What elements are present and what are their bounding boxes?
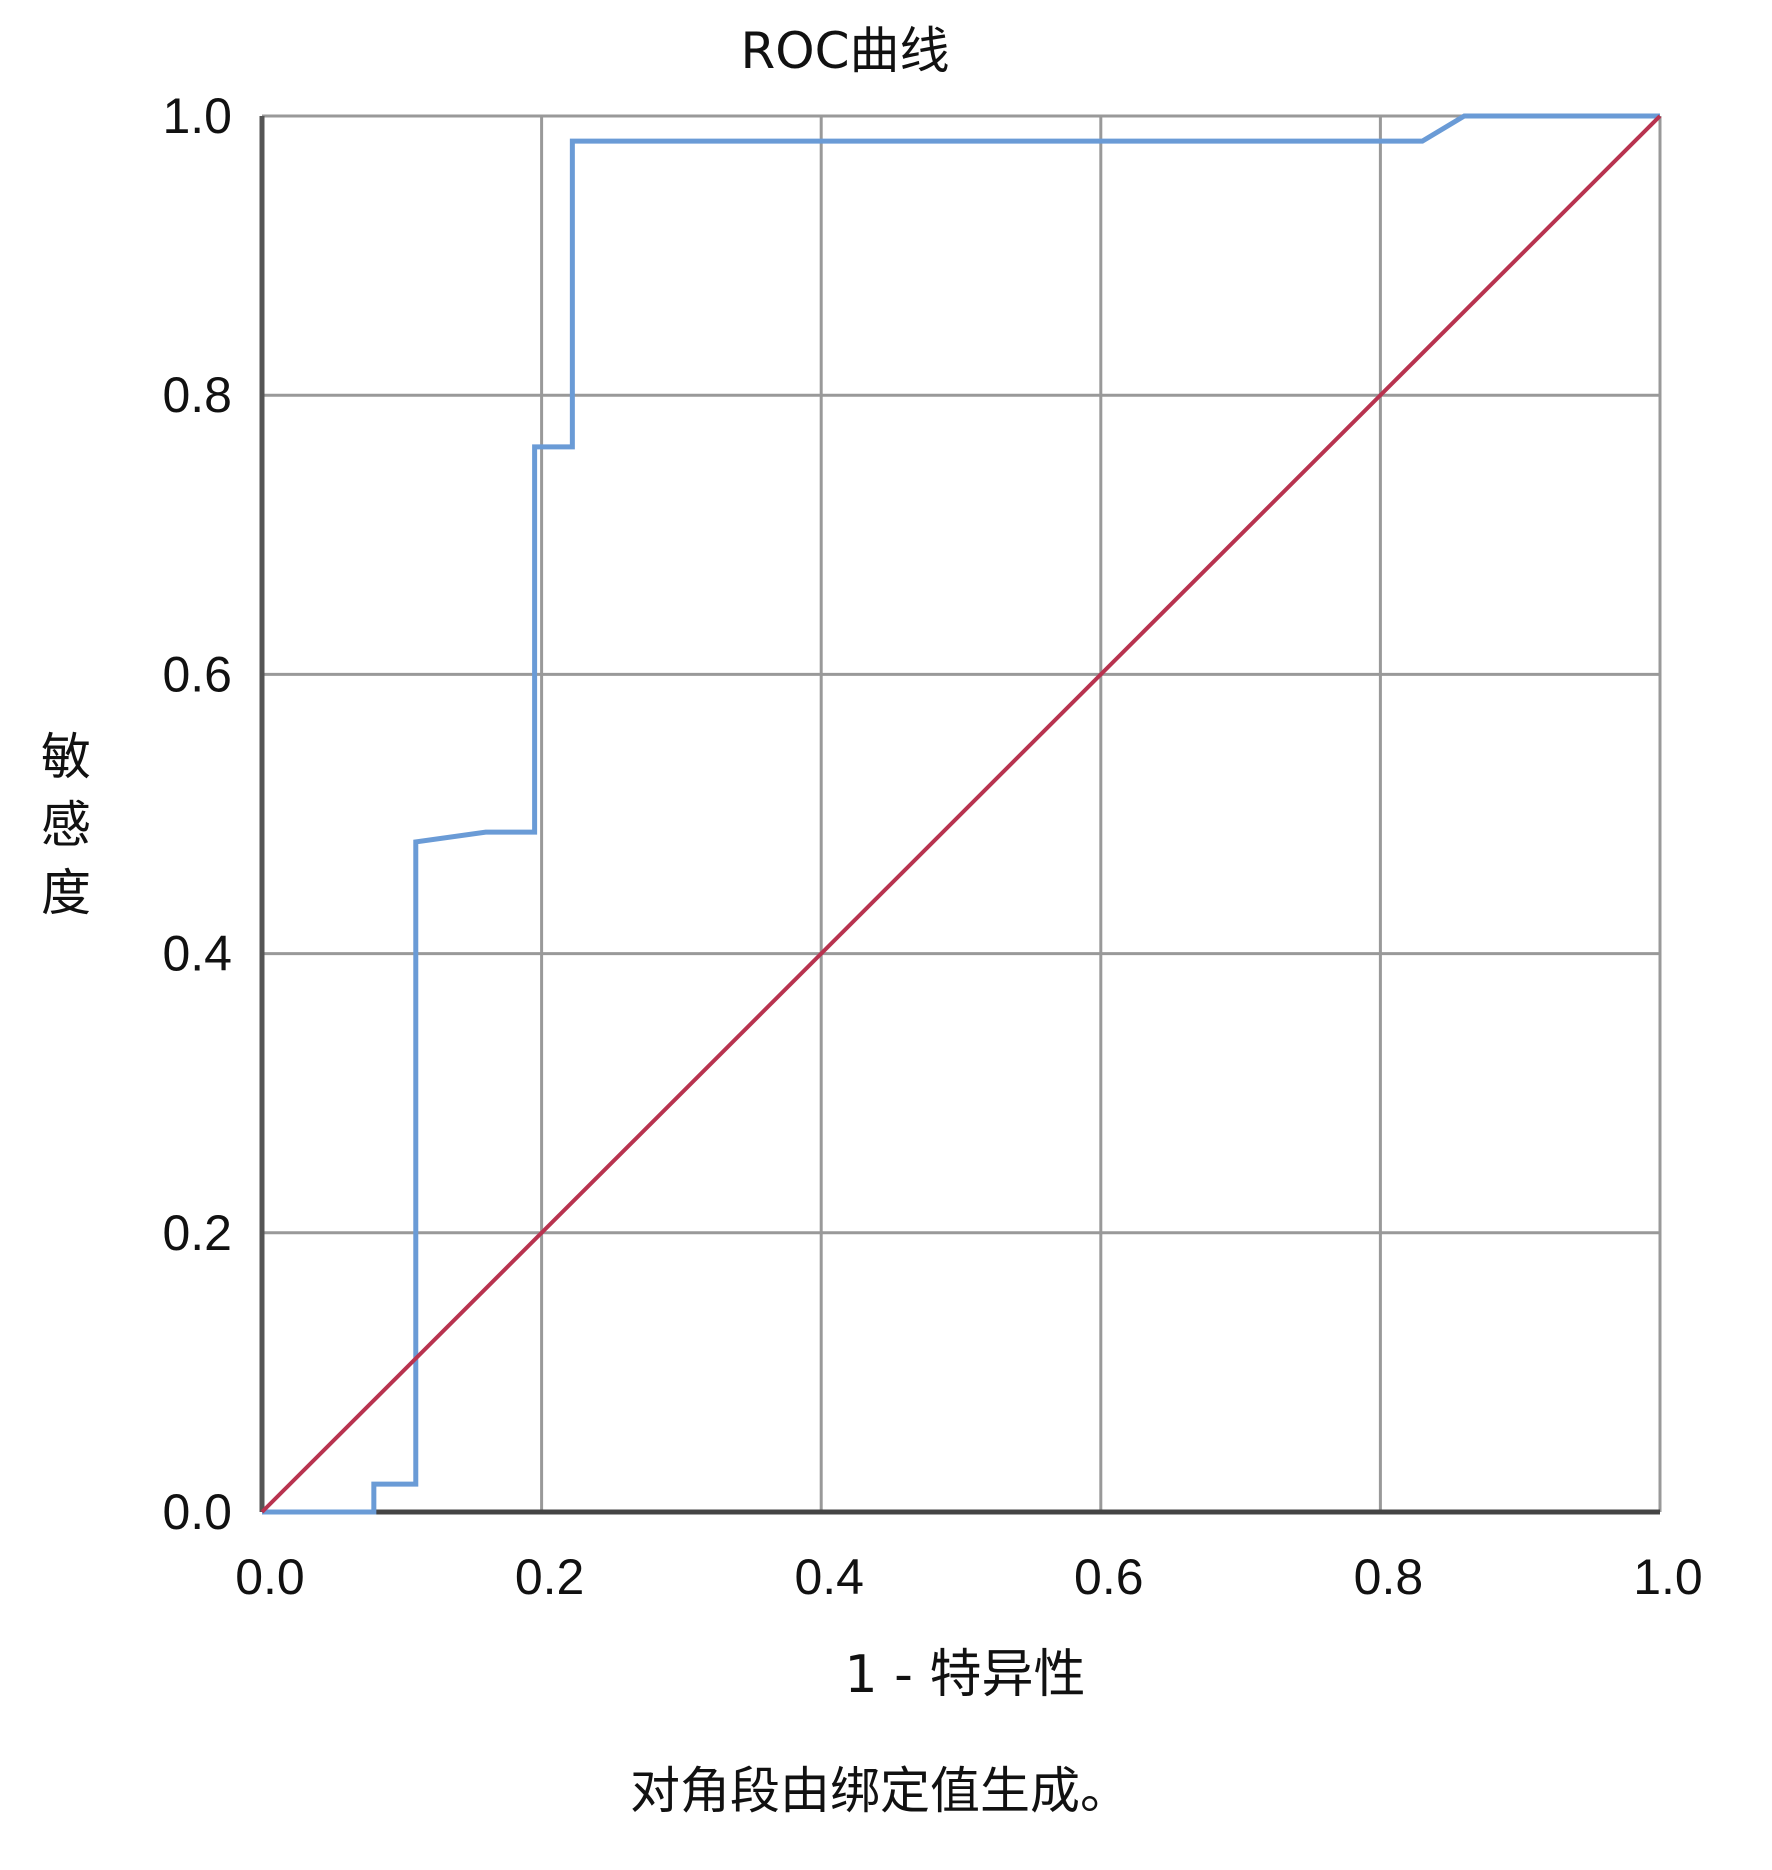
y-ticks: 0.0 0.2 0.4 0.6 0.8 1.0 (162, 88, 232, 1540)
x-axis-label: 1 - 特异性 (845, 1645, 1086, 1705)
grid (259, 114, 1662, 1515)
x-tick-label: 1.0 (1633, 1549, 1703, 1605)
y-tick-label: 1.0 (162, 88, 232, 144)
y-tick-label: 0.4 (162, 926, 232, 982)
footnote: 对角段由绑定值生成。 (630, 1762, 1130, 1820)
x-tick-label: 0.0 (235, 1549, 305, 1605)
y-tick-label: 0.0 (162, 1484, 232, 1540)
y-tick-label: 0.8 (162, 367, 232, 423)
y-axis-label: 敏感度 (33, 730, 91, 934)
x-tick-label: 0.2 (515, 1549, 585, 1605)
x-ticks: 0.0 0.2 0.4 0.6 0.8 1.0 (235, 1549, 1703, 1605)
x-tick-label: 0.4 (794, 1549, 864, 1605)
x-tick-label: 0.6 (1074, 1549, 1144, 1605)
x-tick-label: 0.8 (1354, 1549, 1424, 1605)
y-tick-label: 0.6 (162, 646, 232, 702)
chart-title: ROC曲线 (740, 22, 949, 80)
series (260, 113, 1662, 1515)
roc-curve-line (262, 113, 1660, 1515)
diagonal-reference-line (260, 114, 1662, 1514)
y-tick-label: 0.2 (162, 1205, 232, 1261)
